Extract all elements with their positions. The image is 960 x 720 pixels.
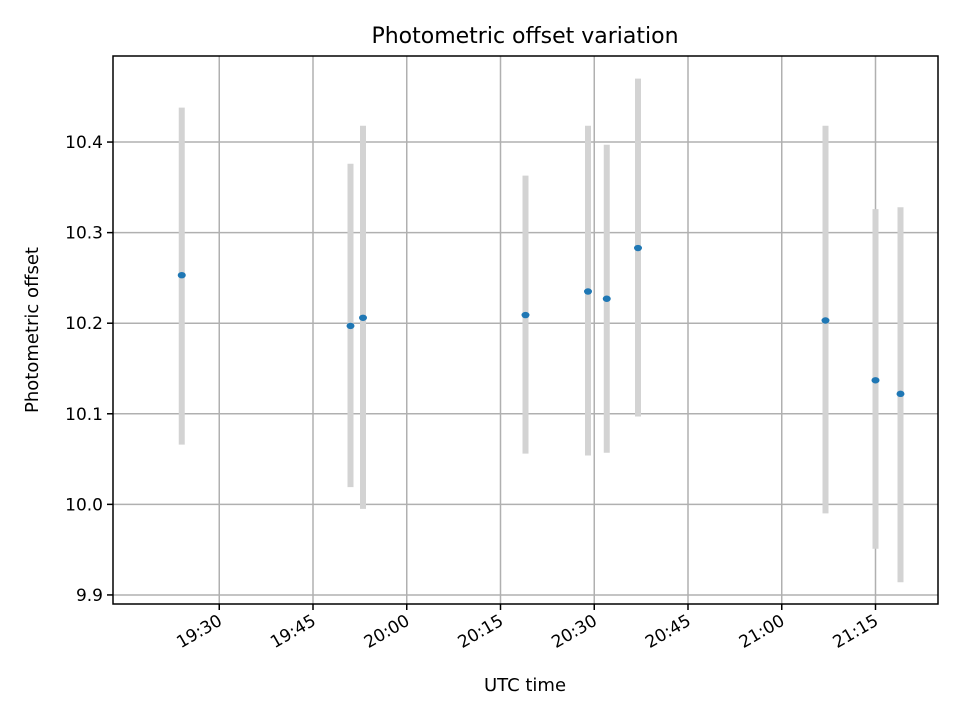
x-tick-label: 20:30 [548,611,600,653]
x-tick-label: 19:45 [267,611,319,653]
data-point [521,311,530,319]
y-axis-label: Photometric offset [22,247,43,413]
x-axis-label: UTC time [484,675,566,696]
data-point [584,288,592,295]
data-point [896,390,905,398]
x-tick-label: 20:45 [642,611,694,653]
x-tick-layer: 19:30 19:45 20:00 20:15 20:30 20:45 21:00 21:15 [173,604,882,653]
x-tick-label: 21:15 [830,611,882,653]
data-point [634,244,642,252]
y-tick-label: 10.0 [65,495,103,515]
y-tick-layer: 9.9 10.0 10.1 10.2 10.3 10.4 [65,133,113,606]
data-point [871,377,880,384]
x-tick-label: 20:15 [455,611,507,653]
x-tick-label: 20:00 [361,611,413,653]
plot-frame [112,55,939,605]
x-tick-label: 19:30 [173,611,225,653]
data-point [359,314,367,321]
y-tick-label: 10.4 [65,133,103,153]
data-point [346,322,355,330]
chart-title: Photometric offset variation [371,24,678,49]
point-layer [177,244,905,398]
data-point [602,295,611,302]
data-point [821,317,830,324]
y-tick-label: 10.2 [65,314,103,334]
errorbar-layer [178,78,904,583]
y-tick-label: 9.9 [76,586,103,606]
y-tick-label: 10.1 [65,405,103,425]
x-tick-label: 21:00 [736,611,788,653]
y-tick-label: 10.3 [65,224,103,244]
data-point [177,272,186,279]
